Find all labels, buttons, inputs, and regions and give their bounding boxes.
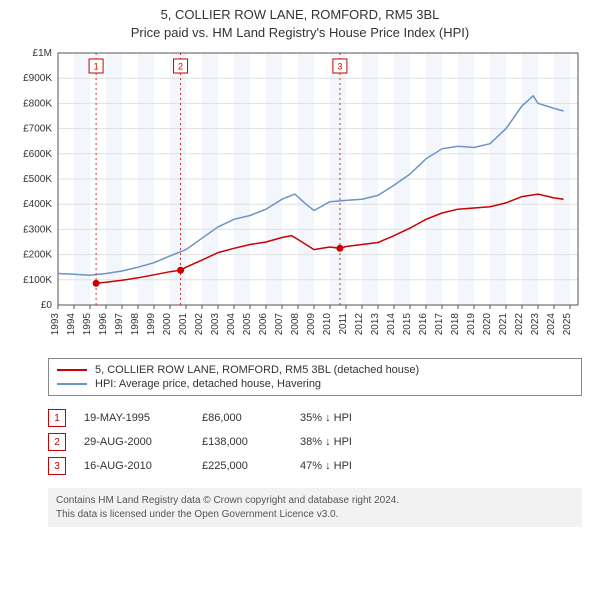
svg-text:2000: 2000 <box>162 313 173 336</box>
svg-text:1994: 1994 <box>66 313 77 336</box>
chart-container: £0 £100K £200K £300K £400K £500K £600K £700K £80… <box>8 45 592 350</box>
svg-text:£700K: £700K <box>23 124 52 135</box>
svg-text:2013: 2013 <box>370 313 381 336</box>
svg-text:2006: 2006 <box>258 313 269 336</box>
svg-text:£1M: £1M <box>33 48 52 59</box>
svg-text:2017: 2017 <box>434 313 445 336</box>
title-line-2: Price paid vs. HM Land Registry's House … <box>8 24 592 42</box>
svg-text:2015: 2015 <box>402 313 413 336</box>
legend-label: 5, COLLIER ROW LANE, ROMFORD, RM5 3BL (d… <box>95 364 419 376</box>
svg-text:£100K: £100K <box>23 275 52 286</box>
legend-swatch <box>57 383 87 385</box>
svg-text:1998: 1998 <box>130 313 141 336</box>
svg-text:1996: 1996 <box>98 313 109 336</box>
chart-title: 5, COLLIER ROW LANE, ROMFORD, RM5 3BL Pr… <box>8 6 592 41</box>
svg-text:1993: 1993 <box>50 313 61 336</box>
svg-text:2009: 2009 <box>306 313 317 336</box>
transaction-vs-hpi: 38% ↓ HPI <box>300 436 390 448</box>
legend-row: 5, COLLIER ROW LANE, ROMFORD, RM5 3BL (d… <box>57 363 573 377</box>
transaction-price: £138,000 <box>202 436 282 448</box>
figure-root: 5, COLLIER ROW LANE, ROMFORD, RM5 3BL Pr… <box>0 0 600 527</box>
svg-text:£800K: £800K <box>23 98 52 109</box>
transaction-date: 16-AUG-2010 <box>84 460 184 472</box>
svg-text:1997: 1997 <box>114 313 125 336</box>
svg-text:£300K: £300K <box>23 224 52 235</box>
svg-text:2011: 2011 <box>338 313 349 335</box>
title-line-1: 5, COLLIER ROW LANE, ROMFORD, RM5 3BL <box>8 6 592 24</box>
svg-text:2007: 2007 <box>274 313 285 336</box>
svg-text:2001: 2001 <box>178 313 189 336</box>
transaction-marker: 1 <box>48 409 66 427</box>
transactions-table: 1 19-MAY-1995 £86,000 35% ↓ HPI 2 29-AUG-2000… <box>48 406 582 478</box>
transaction-marker: 3 <box>48 457 66 475</box>
svg-text:2010: 2010 <box>322 313 333 336</box>
svg-text:1995: 1995 <box>82 313 93 336</box>
svg-text:2024: 2024 <box>546 313 557 336</box>
svg-text:1: 1 <box>94 62 99 72</box>
legend-row: HPI: Average price, detached house, Have… <box>57 377 573 391</box>
legend: 5, COLLIER ROW LANE, ROMFORD, RM5 3BL (d… <box>48 358 582 396</box>
svg-text:2022: 2022 <box>514 313 525 336</box>
footnote-line-2: This data is licensed under the Open Gov… <box>56 508 574 522</box>
svg-text:£600K: £600K <box>23 149 52 160</box>
svg-text:3: 3 <box>337 62 342 72</box>
transaction-date: 29-AUG-2000 <box>84 436 184 448</box>
svg-text:2003: 2003 <box>210 313 221 336</box>
svg-text:2020: 2020 <box>482 313 493 336</box>
svg-text:2012: 2012 <box>354 313 365 336</box>
legend-label: HPI: Average price, detached house, Have… <box>95 378 321 390</box>
svg-text:2002: 2002 <box>194 313 205 336</box>
svg-text:1999: 1999 <box>146 313 157 336</box>
transaction-row: 3 16-AUG-2010 £225,000 47% ↓ HPI <box>48 454 582 478</box>
svg-text:2021: 2021 <box>498 313 509 336</box>
transaction-vs-hpi: 47% ↓ HPI <box>300 460 390 472</box>
footnote-line-1: Contains HM Land Registry data © Crown c… <box>56 494 574 508</box>
transaction-row: 2 29-AUG-2000 £138,000 38% ↓ HPI <box>48 430 582 454</box>
svg-text:2004: 2004 <box>226 313 237 336</box>
svg-text:2: 2 <box>178 62 183 72</box>
svg-text:£0: £0 <box>41 300 53 311</box>
chart-svg: £0 £100K £200K £300K £400K £500K £600K £700K £80… <box>8 45 592 345</box>
svg-text:2016: 2016 <box>418 313 429 336</box>
svg-text:£400K: £400K <box>23 199 52 210</box>
svg-text:2014: 2014 <box>386 313 397 336</box>
transaction-marker: 2 <box>48 433 66 451</box>
svg-text:2018: 2018 <box>450 313 461 336</box>
svg-text:£900K: £900K <box>23 73 52 84</box>
legend-swatch <box>57 369 87 371</box>
svg-text:2025: 2025 <box>562 313 573 336</box>
svg-text:£200K: £200K <box>23 250 52 261</box>
svg-text:2023: 2023 <box>530 313 541 336</box>
svg-text:£500K: £500K <box>23 174 52 185</box>
svg-text:2005: 2005 <box>242 313 253 336</box>
transaction-row: 1 19-MAY-1995 £86,000 35% ↓ HPI <box>48 406 582 430</box>
footnote: Contains HM Land Registry data © Crown c… <box>48 488 582 527</box>
transaction-vs-hpi: 35% ↓ HPI <box>300 412 390 424</box>
transaction-price: £225,000 <box>202 460 282 472</box>
transaction-date: 19-MAY-1995 <box>84 412 184 424</box>
svg-text:2008: 2008 <box>290 313 301 336</box>
svg-text:2019: 2019 <box>466 313 477 336</box>
transaction-price: £86,000 <box>202 412 282 424</box>
